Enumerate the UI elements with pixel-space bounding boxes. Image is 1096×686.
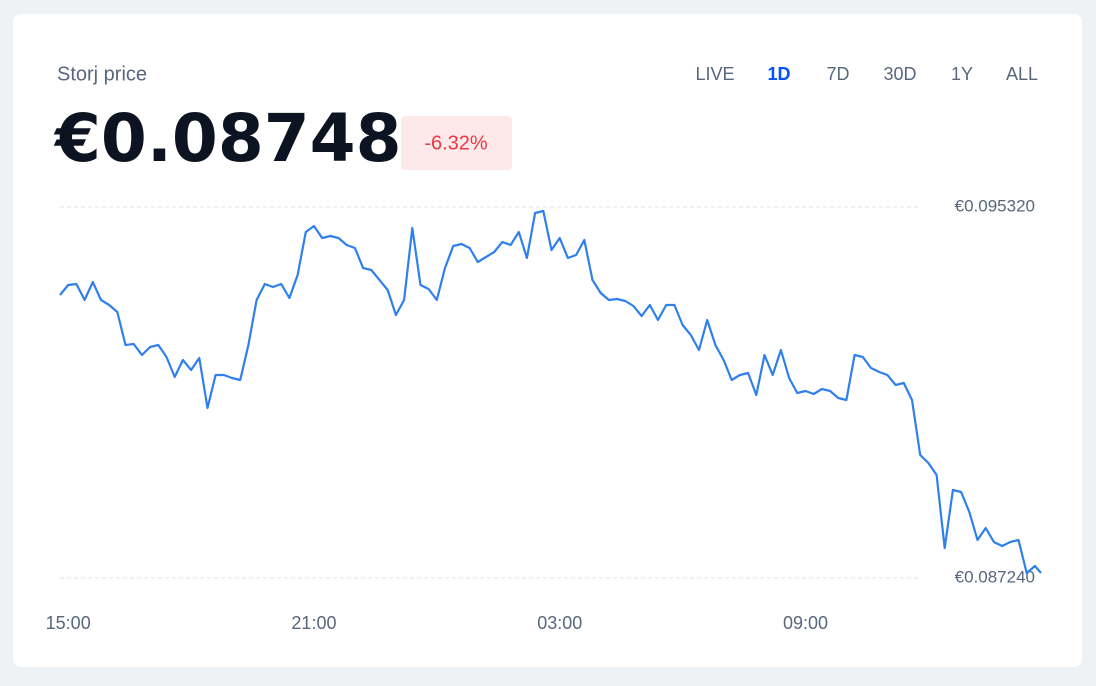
x-tick-label: 21:00 <box>291 613 336 633</box>
range-button[interactable]: LIVE <box>695 64 734 84</box>
x-tick-label: 15:00 <box>46 613 91 633</box>
change: -6.32% <box>424 132 488 154</box>
change-badge <box>401 116 512 170</box>
range-button[interactable]: 1D <box>767 64 790 84</box>
range-button[interactable]: ALL <box>1006 64 1038 84</box>
y-tick-label: €0.095320 <box>955 196 1035 215</box>
x-tick-label: 03:00 <box>537 613 582 633</box>
range-button[interactable]: 30D <box>883 64 916 84</box>
title: Storj price <box>57 63 147 85</box>
range-button[interactable]: 1Y <box>951 64 973 84</box>
price: €0.08748 <box>53 100 402 177</box>
card <box>13 14 1082 667</box>
y-tick-label: €0.087240 <box>955 567 1035 586</box>
range-button[interactable]: 7D <box>826 64 849 84</box>
x-tick-label: 09:00 <box>783 613 828 633</box>
price-line <box>59 209 1042 575</box>
